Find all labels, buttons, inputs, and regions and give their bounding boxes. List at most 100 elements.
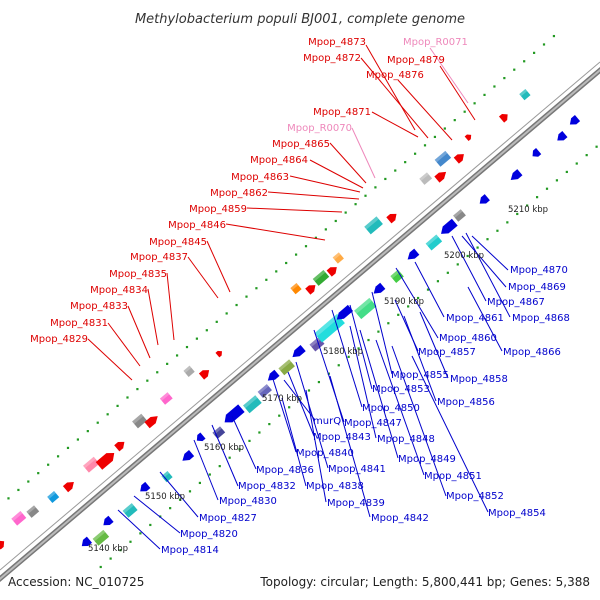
gene-label: Mpop_4853 xyxy=(372,384,430,395)
tick-dots xyxy=(7,34,598,569)
gene-label: Mpop_4867 xyxy=(487,297,545,308)
gene-glyph xyxy=(83,456,100,473)
tick-dot xyxy=(433,135,437,139)
leader-line xyxy=(206,240,231,293)
kbp-tick-label: 5190 kbp xyxy=(384,297,424,307)
tick-dot xyxy=(116,404,119,407)
leader-line xyxy=(127,305,151,359)
gene-glyph xyxy=(11,510,27,526)
gene-glyph xyxy=(95,453,115,470)
leader-line xyxy=(419,311,449,379)
tick-dot xyxy=(384,177,387,181)
leader-line xyxy=(133,495,181,534)
gene-label: Mpop_4836 xyxy=(256,465,314,476)
leader-line xyxy=(166,272,175,341)
leader-line xyxy=(465,232,511,318)
leader-line xyxy=(147,288,159,346)
gene-glyph xyxy=(215,350,222,358)
tick-dot xyxy=(205,329,208,332)
gene-glyph xyxy=(132,413,148,429)
gene-glyph xyxy=(498,113,508,123)
tick-dot xyxy=(317,380,321,384)
gene-glyph xyxy=(26,505,40,518)
leader-line xyxy=(331,309,363,408)
kbp-tick-label: 5140 kbp xyxy=(88,544,128,554)
leader-line xyxy=(349,325,377,439)
kbp-tick-label: 5200 kbp xyxy=(444,251,484,261)
leader-line xyxy=(375,339,425,476)
gene-label: Mpop_4855 xyxy=(391,370,449,381)
tick-dot xyxy=(545,187,549,190)
tick-dot xyxy=(374,186,377,189)
gene-label: Mpop_4857 xyxy=(418,347,476,358)
tick-dot xyxy=(294,253,298,256)
gene-label: Mpop_4870 xyxy=(510,265,568,276)
tick-dot xyxy=(466,254,469,258)
gene-label: Mpop_4852 xyxy=(446,491,504,502)
tick-dot xyxy=(354,203,357,206)
tick-dot xyxy=(526,204,529,207)
leader-line xyxy=(414,261,445,318)
gene-glyph xyxy=(47,491,60,503)
tick-dot xyxy=(169,507,172,510)
tick-dot xyxy=(364,194,367,197)
gene-glyph xyxy=(183,365,195,377)
label-leader-lines xyxy=(87,44,511,550)
tick-dot xyxy=(314,236,318,239)
tick-dot xyxy=(413,152,417,155)
gene-glyph xyxy=(336,304,354,320)
gene-label: Mpop_4835 xyxy=(109,269,167,280)
gene-glyph xyxy=(557,131,568,141)
tick-dot xyxy=(195,337,199,340)
gene-label: Mpop_4827 xyxy=(199,513,257,524)
leader-line xyxy=(439,65,476,121)
gene-glyph xyxy=(267,369,280,381)
tick-dot xyxy=(423,144,427,147)
gene-glyph xyxy=(224,404,245,423)
leader-line xyxy=(281,397,307,487)
leader-line xyxy=(461,235,507,288)
tick-dot xyxy=(119,549,122,552)
tick-dot xyxy=(136,387,139,391)
tick-dot xyxy=(235,303,238,307)
gene-glyph xyxy=(122,503,138,518)
tick-dot xyxy=(397,313,400,316)
tick-dot xyxy=(268,422,271,426)
tick-dot xyxy=(166,362,169,365)
leader-line xyxy=(295,361,329,469)
tick-dot xyxy=(27,480,30,483)
gene-glyph xyxy=(453,209,466,222)
gene-label: Mpop_4831 xyxy=(50,318,108,329)
tick-dot xyxy=(565,170,568,174)
map-title: Methylobacterium populi BJ001, complete … xyxy=(135,12,465,27)
reverse-strand-genes xyxy=(81,115,581,547)
tick-dot xyxy=(275,270,278,273)
tick-dot xyxy=(523,60,526,63)
gene-label: Mpop_4860 xyxy=(439,333,497,344)
gene-glyph xyxy=(419,172,433,185)
tick-dot xyxy=(552,34,556,38)
tick-dot xyxy=(258,431,261,434)
gene-glyph xyxy=(453,154,464,164)
gene-glyph xyxy=(182,449,195,461)
gene-label: Mpop_4879 xyxy=(387,55,445,66)
gene-label: Mpop_4872 xyxy=(303,53,361,64)
tick-dot xyxy=(436,280,440,283)
gene-glyph xyxy=(140,481,151,492)
tick-dot xyxy=(215,320,218,323)
tick-dot xyxy=(542,43,546,46)
tick-dot xyxy=(456,263,459,266)
gene-label: Mpop_4842 xyxy=(371,513,429,524)
gene-label: Mpop_4856 xyxy=(437,397,495,408)
tick-dot xyxy=(76,438,79,441)
leader-line xyxy=(429,47,469,104)
tick-dot xyxy=(146,379,149,382)
leader-line xyxy=(267,191,360,200)
gene-label: Mpop_4864 xyxy=(250,155,308,166)
leader-line xyxy=(395,267,439,339)
gene-glyph xyxy=(354,297,377,320)
tick-dot xyxy=(99,565,102,569)
tick-dot xyxy=(185,345,189,349)
gene-glyph xyxy=(532,148,542,157)
gene-glyph xyxy=(257,384,272,398)
